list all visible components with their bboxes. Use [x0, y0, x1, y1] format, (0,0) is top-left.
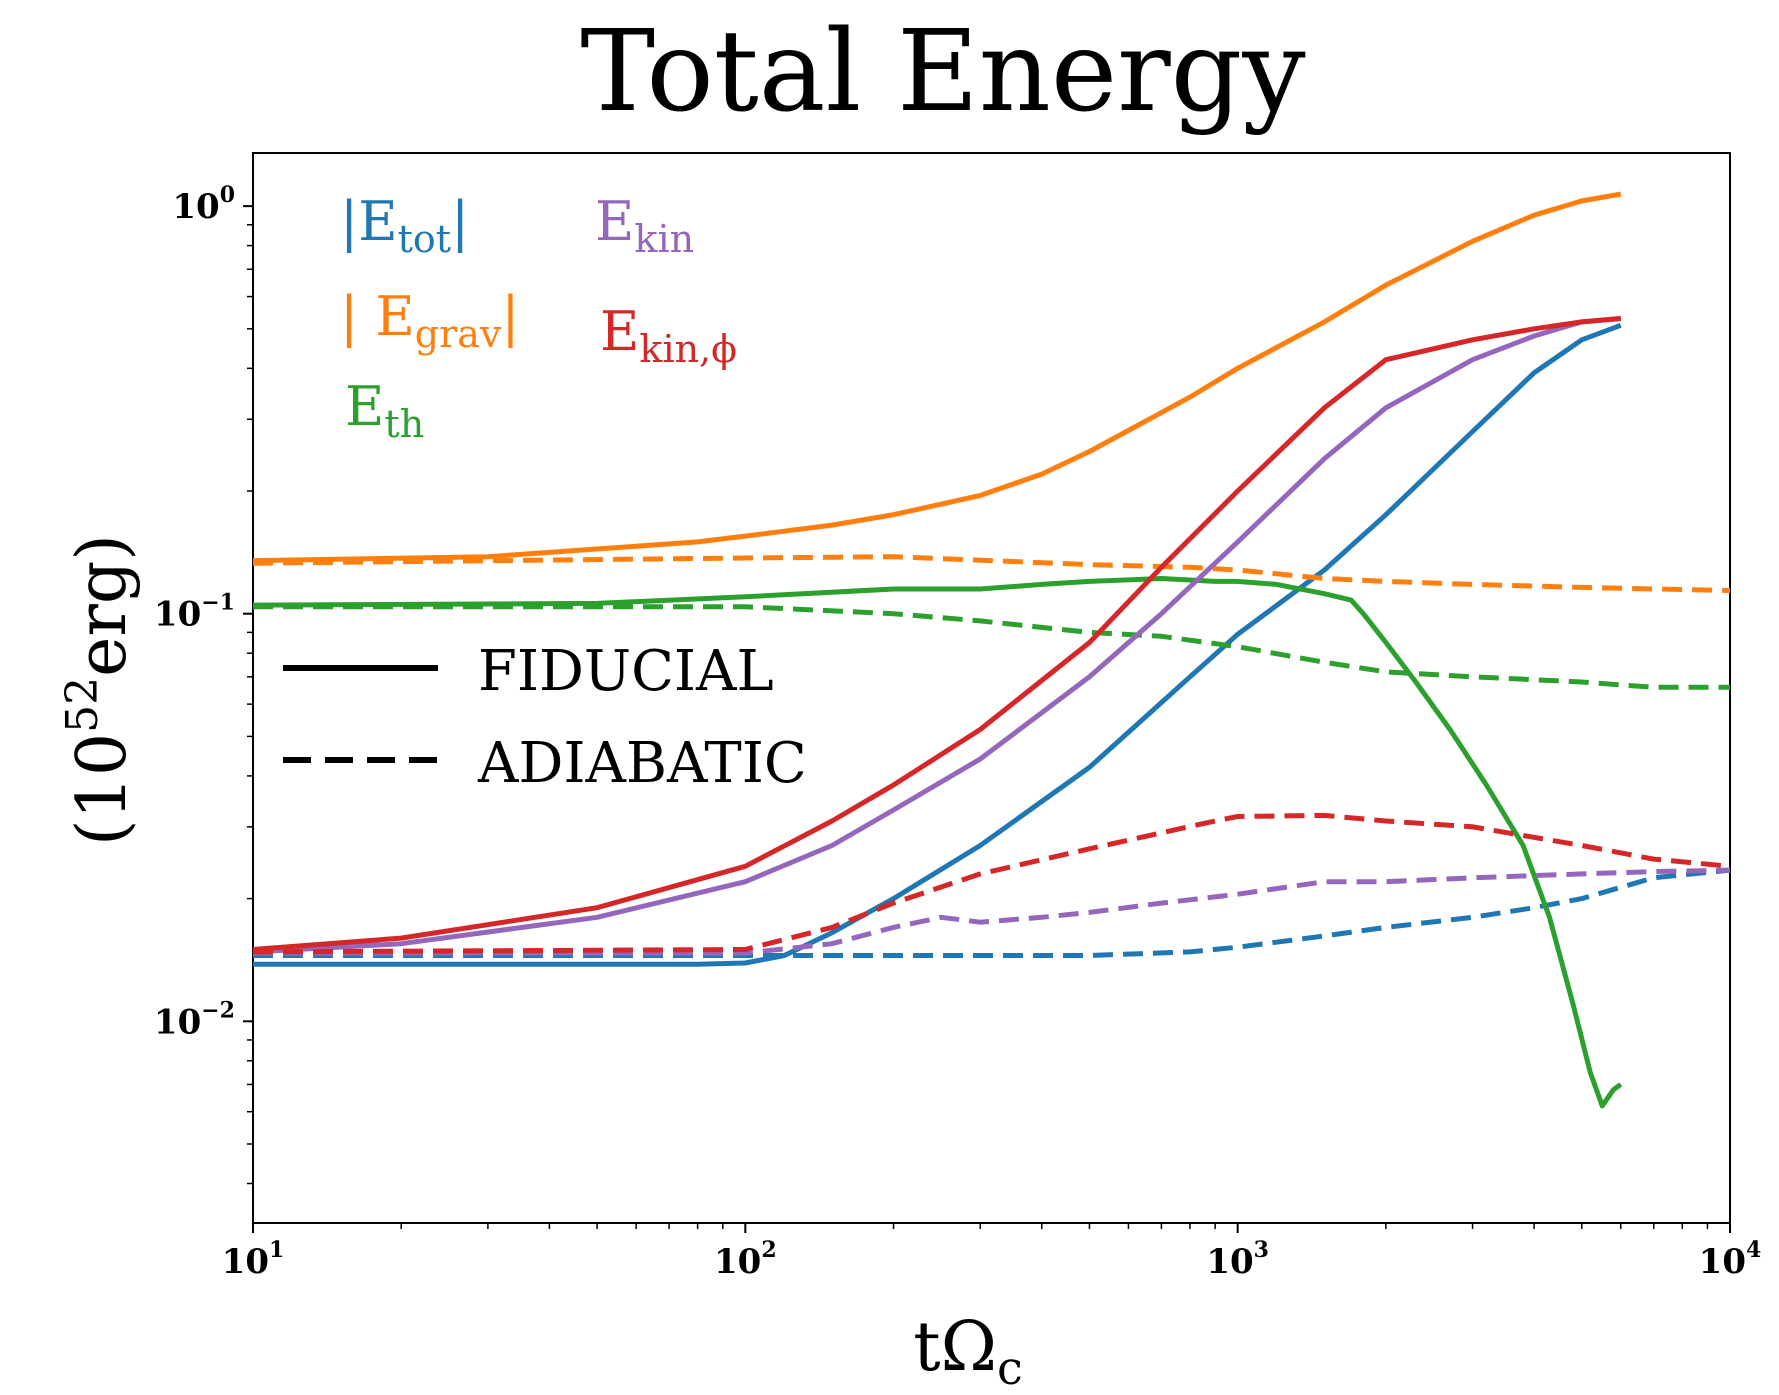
series-line-9 — [252, 812, 1731, 955]
x-tick-label: 104 — [1699, 1237, 1762, 1282]
series-layer — [252, 191, 1731, 1109]
y-tick-label: 10−2 — [154, 997, 235, 1042]
x-axis-label: tΩc — [913, 1308, 1022, 1395]
x-tick-label: 101 — [222, 1237, 285, 1282]
series-line-3 — [252, 554, 1731, 593]
legend-fiducial-label: FIDUCIAL — [478, 639, 774, 704]
legend-ekin: Ekin — [595, 190, 694, 261]
series-line-8 — [252, 316, 1622, 952]
series-line-6 — [252, 316, 1622, 955]
y-axis-label: (1052erg) — [57, 534, 142, 846]
x-tick-label: 103 — [1206, 1237, 1269, 1282]
legend-eth: Eth — [345, 375, 424, 446]
y-tick-label: 100 — [172, 182, 235, 227]
legend-etot: |Etot| — [340, 190, 469, 261]
legend-egrav: | Egrav| — [340, 285, 520, 356]
legend-adiabatic-label: ADIABATIC — [477, 731, 807, 796]
x-tick-label: 102 — [714, 1237, 777, 1282]
series-line-7 — [253, 867, 1731, 956]
tick-layer: 101 102 103 104 100 10−1 10−2 — [154, 182, 1761, 1282]
series-line-0 — [253, 322, 1622, 967]
y-tick-label: 10−1 — [154, 590, 235, 635]
series-line-1 — [253, 867, 1731, 958]
chart-title: Total Energy — [580, 7, 1305, 137]
series-line-5 — [253, 604, 1730, 690]
legend-ekinphi: Ekin,ϕ — [600, 300, 737, 371]
series-line-2 — [252, 191, 1622, 564]
series-line-4 — [252, 576, 1623, 1109]
